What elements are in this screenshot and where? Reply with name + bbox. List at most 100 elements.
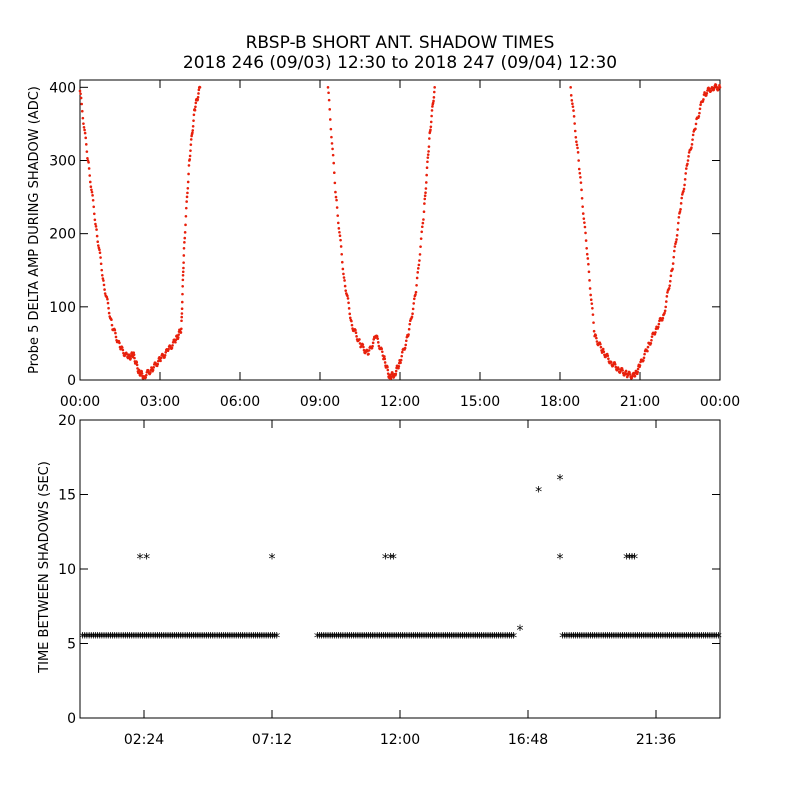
bottom-data-point: *	[130, 631, 137, 647]
top-data-point	[367, 349, 371, 352]
bottom-data-point: *	[418, 631, 425, 647]
top-data-point	[344, 289, 348, 292]
bottom-y-tick-label: 5	[67, 637, 76, 653]
top-data-point	[679, 202, 683, 205]
bottom-data-point: *	[626, 552, 633, 568]
bottom-plot-y-label: TIME BETWEEN SHADOWS (SEC)	[37, 461, 52, 674]
top-data-point	[82, 122, 85, 125]
bottom-data-point: *	[504, 631, 511, 647]
top-data-point	[118, 341, 121, 345]
top-data-point	[576, 151, 580, 154]
top-data-point	[180, 315, 184, 319]
top-data-point	[709, 89, 713, 93]
top-data-point	[411, 312, 414, 315]
bottom-data-point: *	[689, 631, 696, 647]
bottom-data-point: *	[685, 631, 692, 647]
top-data-point	[609, 360, 613, 364]
bottom-data-point: *	[489, 631, 496, 647]
top-data-point	[705, 92, 709, 95]
bottom-data-point: *	[649, 631, 656, 647]
top-data-point	[386, 368, 390, 372]
bottom-data-point: *	[226, 631, 233, 647]
top-data-point	[79, 96, 83, 100]
top-data-point	[582, 217, 586, 220]
top-data-point	[140, 370, 144, 373]
bottom-data-point: *	[470, 631, 477, 647]
top-data-point	[572, 115, 576, 118]
top-data-point	[412, 297, 416, 301]
top-data-point	[654, 331, 657, 334]
top-data-point	[179, 331, 183, 334]
bottom-data-point: *	[480, 631, 487, 647]
top-data-point	[581, 205, 584, 208]
top-data-point	[350, 319, 353, 323]
top-data-point	[669, 274, 673, 278]
bottom-data-point: *	[344, 631, 351, 647]
top-data-point	[348, 316, 352, 320]
bottom-data-point: *	[636, 631, 643, 647]
bottom-data-point: *	[416, 631, 423, 647]
top-data-point	[367, 352, 370, 356]
bottom-data-point: *	[448, 631, 455, 647]
bottom-x-tick-label: 21:36	[636, 732, 676, 748]
bottom-data-point: *	[361, 631, 368, 647]
top-data-point	[415, 276, 419, 280]
bottom-data-point: *	[205, 631, 212, 647]
top-data-point	[186, 186, 190, 190]
top-data-point	[358, 338, 361, 341]
top-data-point	[422, 210, 426, 214]
top-y-tick-label: 300	[49, 153, 76, 169]
bottom-data-point: *	[337, 631, 344, 647]
top-data-point	[676, 221, 680, 225]
bottom-data-point: *	[363, 631, 370, 647]
bottom-data-point: *	[145, 631, 152, 647]
top-data-point	[362, 348, 366, 352]
top-y-tick-label: 0	[67, 373, 76, 389]
top-data-point	[580, 196, 584, 200]
top-data-point	[686, 162, 689, 166]
bottom-data-point: *	[608, 631, 615, 647]
bottom-data-point: *	[143, 631, 150, 647]
top-data-point	[102, 283, 106, 287]
top-data-point	[664, 305, 668, 309]
bottom-data-point: *	[194, 631, 201, 647]
bottom-data-point: *	[664, 631, 671, 647]
top-data-point	[408, 322, 412, 326]
top-data-point	[591, 313, 595, 316]
bottom-data-point: *	[350, 631, 357, 647]
bottom-plot: TIME BETWEEN SHADOWS (SEC) 02:24 07:12 12:…	[37, 413, 722, 748]
top-data-point	[94, 225, 98, 228]
top-data-point	[668, 279, 672, 283]
top-data-point	[715, 85, 718, 89]
bottom-data-point: *	[243, 631, 250, 647]
bottom-data-point: *	[252, 631, 259, 647]
top-data-point	[683, 178, 687, 181]
bottom-data-point: *	[510, 631, 517, 647]
top-data-points	[78, 83, 722, 380]
top-data-point	[594, 334, 598, 337]
top-data-point	[687, 155, 690, 158]
bottom-data-point: *	[623, 631, 630, 647]
top-data-point	[335, 198, 338, 202]
bottom-data-point: *	[672, 631, 679, 647]
top-data-point	[177, 333, 180, 336]
top-data-point	[184, 206, 188, 210]
top-data-point	[601, 347, 605, 351]
bottom-data-point: *	[634, 631, 641, 647]
bottom-data-point: *	[557, 473, 564, 489]
bottom-y-tick-label: 15	[58, 488, 76, 504]
top-data-point	[180, 319, 183, 323]
top-data-point	[340, 252, 344, 256]
top-data-point	[418, 253, 422, 256]
top-data-point	[712, 86, 716, 90]
top-data-point	[181, 270, 185, 274]
bottom-data-point: *	[657, 631, 664, 647]
bottom-data-point: *	[397, 631, 404, 647]
top-data-point	[171, 340, 175, 344]
bottom-data-point: *	[604, 631, 611, 647]
top-data-point	[673, 245, 677, 248]
top-data-point	[584, 231, 587, 235]
top-data-point	[412, 302, 416, 305]
top-data-point	[417, 263, 421, 267]
top-data-point	[196, 95, 200, 99]
